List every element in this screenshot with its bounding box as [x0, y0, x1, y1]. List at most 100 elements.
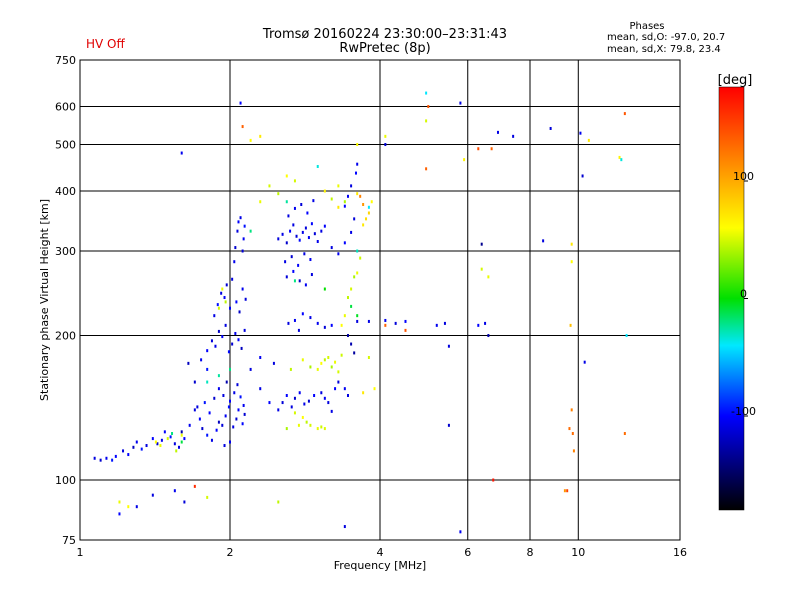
- data-point: [316, 427, 319, 431]
- data-point: [620, 158, 623, 162]
- data-point: [312, 199, 315, 203]
- data-point: [236, 229, 239, 233]
- data-point: [229, 306, 231, 310]
- data-point: [330, 323, 333, 327]
- data-point: [427, 105, 430, 109]
- data-point: [343, 387, 346, 391]
- data-point: [435, 323, 438, 327]
- data-point: [316, 164, 319, 168]
- data-point: [287, 321, 290, 325]
- data-point: [370, 200, 373, 204]
- data-point: [359, 256, 362, 260]
- data-point: [356, 143, 359, 147]
- data-point: [570, 242, 573, 246]
- data-point: [175, 449, 178, 453]
- data-point: [239, 101, 242, 105]
- data-point: [346, 296, 349, 300]
- data-point: [242, 237, 245, 241]
- data-point: [563, 489, 566, 493]
- data-point: [173, 442, 176, 446]
- data-point: [244, 297, 247, 301]
- data-point: [223, 444, 226, 448]
- data-point: [222, 394, 225, 398]
- data-point: [343, 241, 346, 245]
- data-point: [356, 271, 359, 275]
- data-point: [217, 306, 220, 310]
- data-point: [327, 355, 330, 359]
- y-axis-ticks: 75 100 200 300 400 500 600 750: [55, 54, 76, 547]
- data-point: [293, 206, 296, 210]
- data-point: [289, 367, 292, 371]
- data-point: [237, 338, 240, 342]
- data-point: [259, 355, 262, 359]
- data-point: [327, 401, 330, 405]
- data-point: [343, 200, 346, 204]
- data-point: [242, 403, 245, 407]
- data-point: [301, 312, 304, 316]
- data-point: [231, 342, 234, 346]
- data-point: [323, 224, 326, 228]
- data-point: [307, 399, 310, 403]
- data-point: [151, 437, 154, 441]
- data-point: [384, 323, 387, 327]
- data-point: [290, 255, 293, 259]
- data-point: [127, 505, 130, 509]
- data-point: [229, 399, 231, 403]
- data-point: [566, 489, 569, 493]
- data-point: [132, 445, 135, 449]
- data-point: [221, 423, 224, 427]
- data-point: [233, 260, 236, 264]
- chart-subtitle: RwPretec (8p): [339, 41, 431, 56]
- data-point: [490, 147, 493, 151]
- data-point: [350, 304, 353, 308]
- data-point: [625, 334, 628, 338]
- plot-frame: [79, 59, 681, 541]
- data-point: [249, 138, 252, 142]
- data-point: [447, 423, 450, 427]
- data-point: [200, 358, 203, 362]
- data-point: [135, 505, 138, 509]
- data-point: [346, 394, 349, 398]
- data-point: [225, 283, 228, 287]
- hv-status-label: HV Off: [86, 37, 125, 51]
- data-point: [362, 202, 365, 206]
- data-point: [201, 427, 204, 431]
- y-tick-label: 75: [62, 534, 76, 547]
- data-point: [337, 370, 340, 374]
- data-point: [404, 319, 407, 323]
- data-point: [394, 321, 397, 325]
- data-point: [367, 211, 370, 215]
- data-point: [285, 394, 288, 398]
- data-point: [188, 423, 191, 427]
- data-point: [304, 283, 307, 287]
- data-point: [229, 367, 231, 371]
- data-point: [384, 134, 387, 138]
- data-point: [180, 433, 183, 437]
- data-point: [496, 130, 499, 134]
- data-point: [227, 350, 230, 354]
- data-point: [350, 342, 353, 346]
- data-point: [350, 230, 353, 234]
- data-point: [425, 167, 428, 171]
- data-point: [320, 361, 323, 365]
- y-axis-label: Stationary phase Virtual Height [km]: [38, 199, 51, 401]
- data-point: [618, 155, 621, 159]
- data-point: [484, 321, 487, 325]
- data-point: [353, 351, 356, 355]
- data-point: [183, 437, 186, 441]
- data-point: [353, 275, 356, 279]
- data-points: [93, 91, 628, 534]
- data-point: [330, 409, 333, 413]
- data-point: [323, 287, 326, 291]
- colorbar-tick-label: 0: [740, 288, 747, 301]
- data-point: [587, 138, 590, 142]
- data-point: [293, 279, 296, 283]
- data-point: [127, 453, 130, 457]
- data-point: [234, 246, 237, 250]
- data-point: [213, 396, 216, 400]
- colorbar-label: [deg]: [718, 73, 753, 88]
- data-point: [259, 387, 262, 391]
- data-point: [285, 174, 288, 178]
- data-point: [249, 229, 252, 233]
- data-point: [323, 427, 326, 431]
